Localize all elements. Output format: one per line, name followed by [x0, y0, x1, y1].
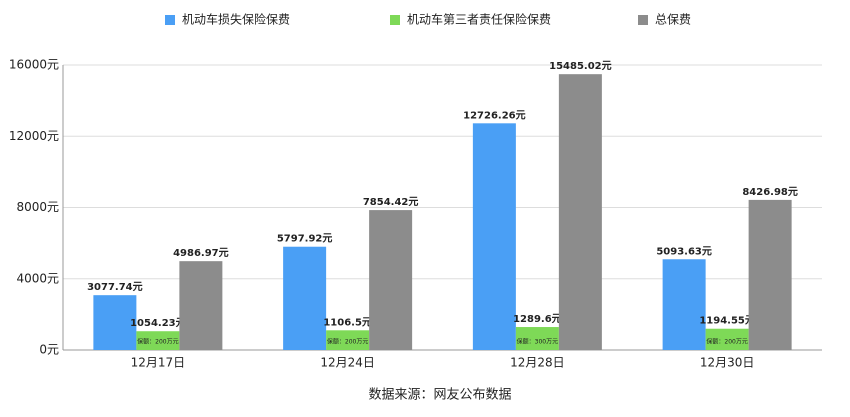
bar	[662, 259, 706, 350]
value-label: 5093.63元	[656, 245, 712, 257]
value-label: 12726.26元	[463, 109, 526, 121]
value-label: 1194.55元	[699, 315, 755, 327]
value-label: 1106.5元	[323, 316, 372, 328]
x-tick-label: 12月30日	[700, 356, 755, 370]
bar	[179, 261, 223, 350]
legend-label: 机动车损失保险保费	[182, 12, 290, 27]
y-tick-label: 4000元	[16, 271, 59, 285]
bar	[93, 295, 137, 350]
legend-swatch	[638, 15, 648, 25]
bar-note: 保额：200万元	[137, 338, 178, 346]
bar	[283, 246, 327, 350]
bar	[558, 74, 602, 350]
x-tick-label: 12月24日	[320, 356, 375, 370]
legend-label: 机动车第三者责任保险保费	[407, 12, 551, 27]
bar-note: 保额：200万元	[706, 338, 747, 346]
y-tick-label: 12000元	[9, 129, 59, 143]
legend-swatch	[390, 15, 400, 25]
y-tick-label: 8000元	[16, 200, 59, 214]
bar-note: 保额：300万元	[517, 338, 558, 346]
x-tick-label: 12月17日	[131, 356, 186, 370]
bar	[705, 328, 749, 350]
value-label: 7854.42元	[363, 196, 419, 208]
value-label: 3077.74元	[87, 281, 143, 293]
legend-label: 总保费	[655, 13, 691, 27]
bar	[369, 210, 413, 350]
x-tick-label: 12月28日	[510, 356, 565, 370]
value-label: 1289.6元	[513, 313, 562, 325]
value-label: 5797.92元	[277, 233, 333, 245]
bar	[136, 331, 180, 350]
value-label: 15485.02元	[549, 60, 612, 72]
bar	[515, 327, 559, 350]
bar-note: 保额：200万元	[327, 338, 368, 346]
bar	[326, 330, 370, 350]
source-note: 数据来源：网友公布数据	[368, 387, 511, 403]
bar	[748, 199, 792, 350]
value-label: 8426.98元	[742, 186, 798, 198]
bar	[472, 123, 516, 350]
legend-swatch	[165, 15, 175, 25]
y-tick-label: 0元	[39, 343, 59, 357]
value-label: 4986.97元	[173, 247, 229, 259]
value-label: 1054.23元	[130, 317, 186, 329]
y-tick-label: 16000元	[9, 58, 59, 72]
